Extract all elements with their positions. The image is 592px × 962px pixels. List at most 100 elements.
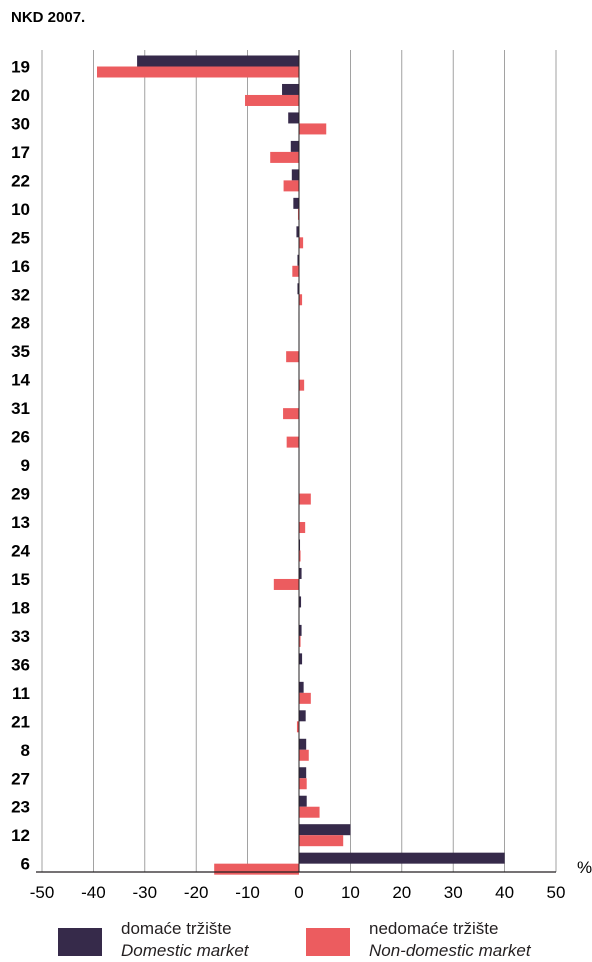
category-label: 13 (11, 513, 30, 532)
x-tick-label: 40 (495, 883, 514, 902)
category-label: 15 (11, 570, 30, 589)
x-tick-label: 0 (294, 883, 303, 902)
category-label: 29 (11, 485, 30, 504)
bar-domestic-32 (297, 283, 299, 295)
category-label: 33 (11, 627, 30, 646)
bar-non-domestic-29 (299, 493, 311, 505)
bar-non-domestic-24 (299, 550, 301, 562)
bar-non-domestic-15 (273, 578, 299, 590)
x-tick-label: -10 (235, 883, 260, 902)
category-label: 32 (11, 285, 30, 304)
bar-domestic-20 (282, 83, 299, 95)
x-tick-label: -50 (30, 883, 55, 902)
legend-text-domestic: domaće tržište Domestic market (121, 918, 249, 962)
legend-label-en-non-domestic: Non-domestic market (369, 941, 531, 960)
x-tick-labels: -50 -40 -30 -20 -10 0 10 20 30 40 50 (30, 883, 566, 902)
category-label: 14 (11, 371, 30, 390)
category-label: 26 (11, 428, 30, 447)
bar-domestic-6 (299, 852, 505, 864)
category-labels: 19 20 30 17 22 10 25 16 32 28 35 14 31 26 9 29 13 24 15 18 3… (11, 58, 30, 874)
bar-chart: NKD 2007. 19 20 30 17 22 10 25 16 32 28 35 14 31 26 9 2… (11, 9, 592, 902)
bar-non-domestic-30 (299, 123, 327, 135)
x-tick-label: -30 (133, 883, 158, 902)
bar-non-domestic-17 (270, 151, 299, 163)
bar-non-domestic-20 (245, 94, 299, 106)
bar-domestic-25 (296, 226, 299, 238)
bar-domestic-16 (297, 254, 299, 266)
x-tick-label: 50 (547, 883, 566, 902)
bar-non-domestic-11 (299, 692, 311, 704)
bar-non-domestic-16 (292, 265, 299, 277)
category-label: 12 (11, 826, 30, 845)
bar-domestic-23 (299, 795, 307, 807)
bar-non-domestic-8 (299, 749, 309, 761)
bar-non-domestic-32 (299, 294, 303, 306)
bar-domestic-11 (299, 681, 304, 693)
legend-text-non-domestic: nedomaće tržište Non-domestic market (369, 918, 531, 962)
x-tick-label: -40 (81, 883, 106, 902)
legend-label-hr-non-domestic: nedomaće tržište (369, 919, 499, 938)
legend-label-hr-domestic: domaće tržište (121, 919, 232, 938)
bar-domestic-18 (299, 596, 302, 608)
category-label: 21 (11, 712, 30, 731)
gridlines (41, 50, 557, 872)
bar-domestic-10 (293, 197, 299, 209)
chart-title: NKD 2007. (11, 9, 85, 26)
bar-non-domestic-21 (296, 721, 299, 733)
legend-swatch-domestic (58, 928, 102, 956)
category-label: 20 (11, 86, 30, 105)
legend-label-en-domestic: Domestic market (121, 941, 249, 960)
category-label: 10 (11, 200, 30, 219)
bar-non-domestic-35 (286, 351, 299, 363)
category-label: 30 (11, 114, 30, 133)
bar-domestic-15 (299, 567, 302, 579)
category-label: 17 (11, 143, 30, 162)
legend-swatch-non-domestic (306, 928, 350, 956)
bar-non-domestic-22 (283, 180, 299, 192)
bar-non-domestic-12 (299, 835, 344, 847)
bar-non-domestic-13 (299, 522, 306, 534)
category-label: 11 (12, 684, 30, 703)
bar-non-domestic-14 (299, 379, 305, 391)
bar-domestic-19 (137, 55, 299, 67)
x-tick-label: 30 (444, 883, 463, 902)
category-label: 16 (11, 257, 30, 276)
bar-non-domestic-6 (214, 863, 299, 875)
bar-domestic-21 (299, 710, 306, 722)
bar-domestic-12 (299, 824, 351, 836)
x-axis-unit: % (577, 858, 592, 877)
bar-domestic-30 (288, 112, 299, 124)
category-label: 35 (11, 342, 30, 361)
category-label: 25 (11, 228, 30, 247)
category-label: 9 (21, 456, 30, 475)
bar-non-domestic-10 (297, 208, 299, 220)
legend: domaće tržište Domestic market nedomaće … (0, 912, 592, 960)
category-label: 23 (11, 798, 30, 817)
bar-domestic-33 (299, 624, 302, 636)
category-label: 18 (11, 598, 30, 617)
category-label: 31 (11, 399, 30, 418)
category-label: 36 (11, 655, 30, 674)
bar-domestic-36 (299, 653, 303, 665)
x-tick-label: 10 (341, 883, 360, 902)
bar-non-domestic-33 (299, 635, 301, 647)
bar-non-domestic-23 (299, 806, 320, 818)
bar-non-domestic-26 (286, 436, 299, 448)
bar-non-domestic-19 (96, 66, 299, 78)
category-label: 28 (11, 314, 30, 333)
bars (96, 55, 505, 875)
bar-domestic-24 (299, 539, 301, 551)
bar-domestic-27 (299, 767, 307, 779)
category-label: 22 (11, 171, 30, 190)
bar-non-domestic-27 (299, 778, 307, 790)
bar-domestic-17 (290, 140, 299, 152)
bar-domestic-8 (299, 738, 307, 750)
x-tick-label: -20 (184, 883, 209, 902)
category-label: 8 (21, 741, 30, 760)
bar-domestic-22 (291, 169, 299, 181)
category-label: 6 (21, 855, 30, 874)
bar-non-domestic-25 (299, 237, 304, 249)
x-tick-label: 20 (392, 883, 411, 902)
category-label: 19 (11, 58, 30, 77)
category-label: 27 (11, 769, 30, 788)
